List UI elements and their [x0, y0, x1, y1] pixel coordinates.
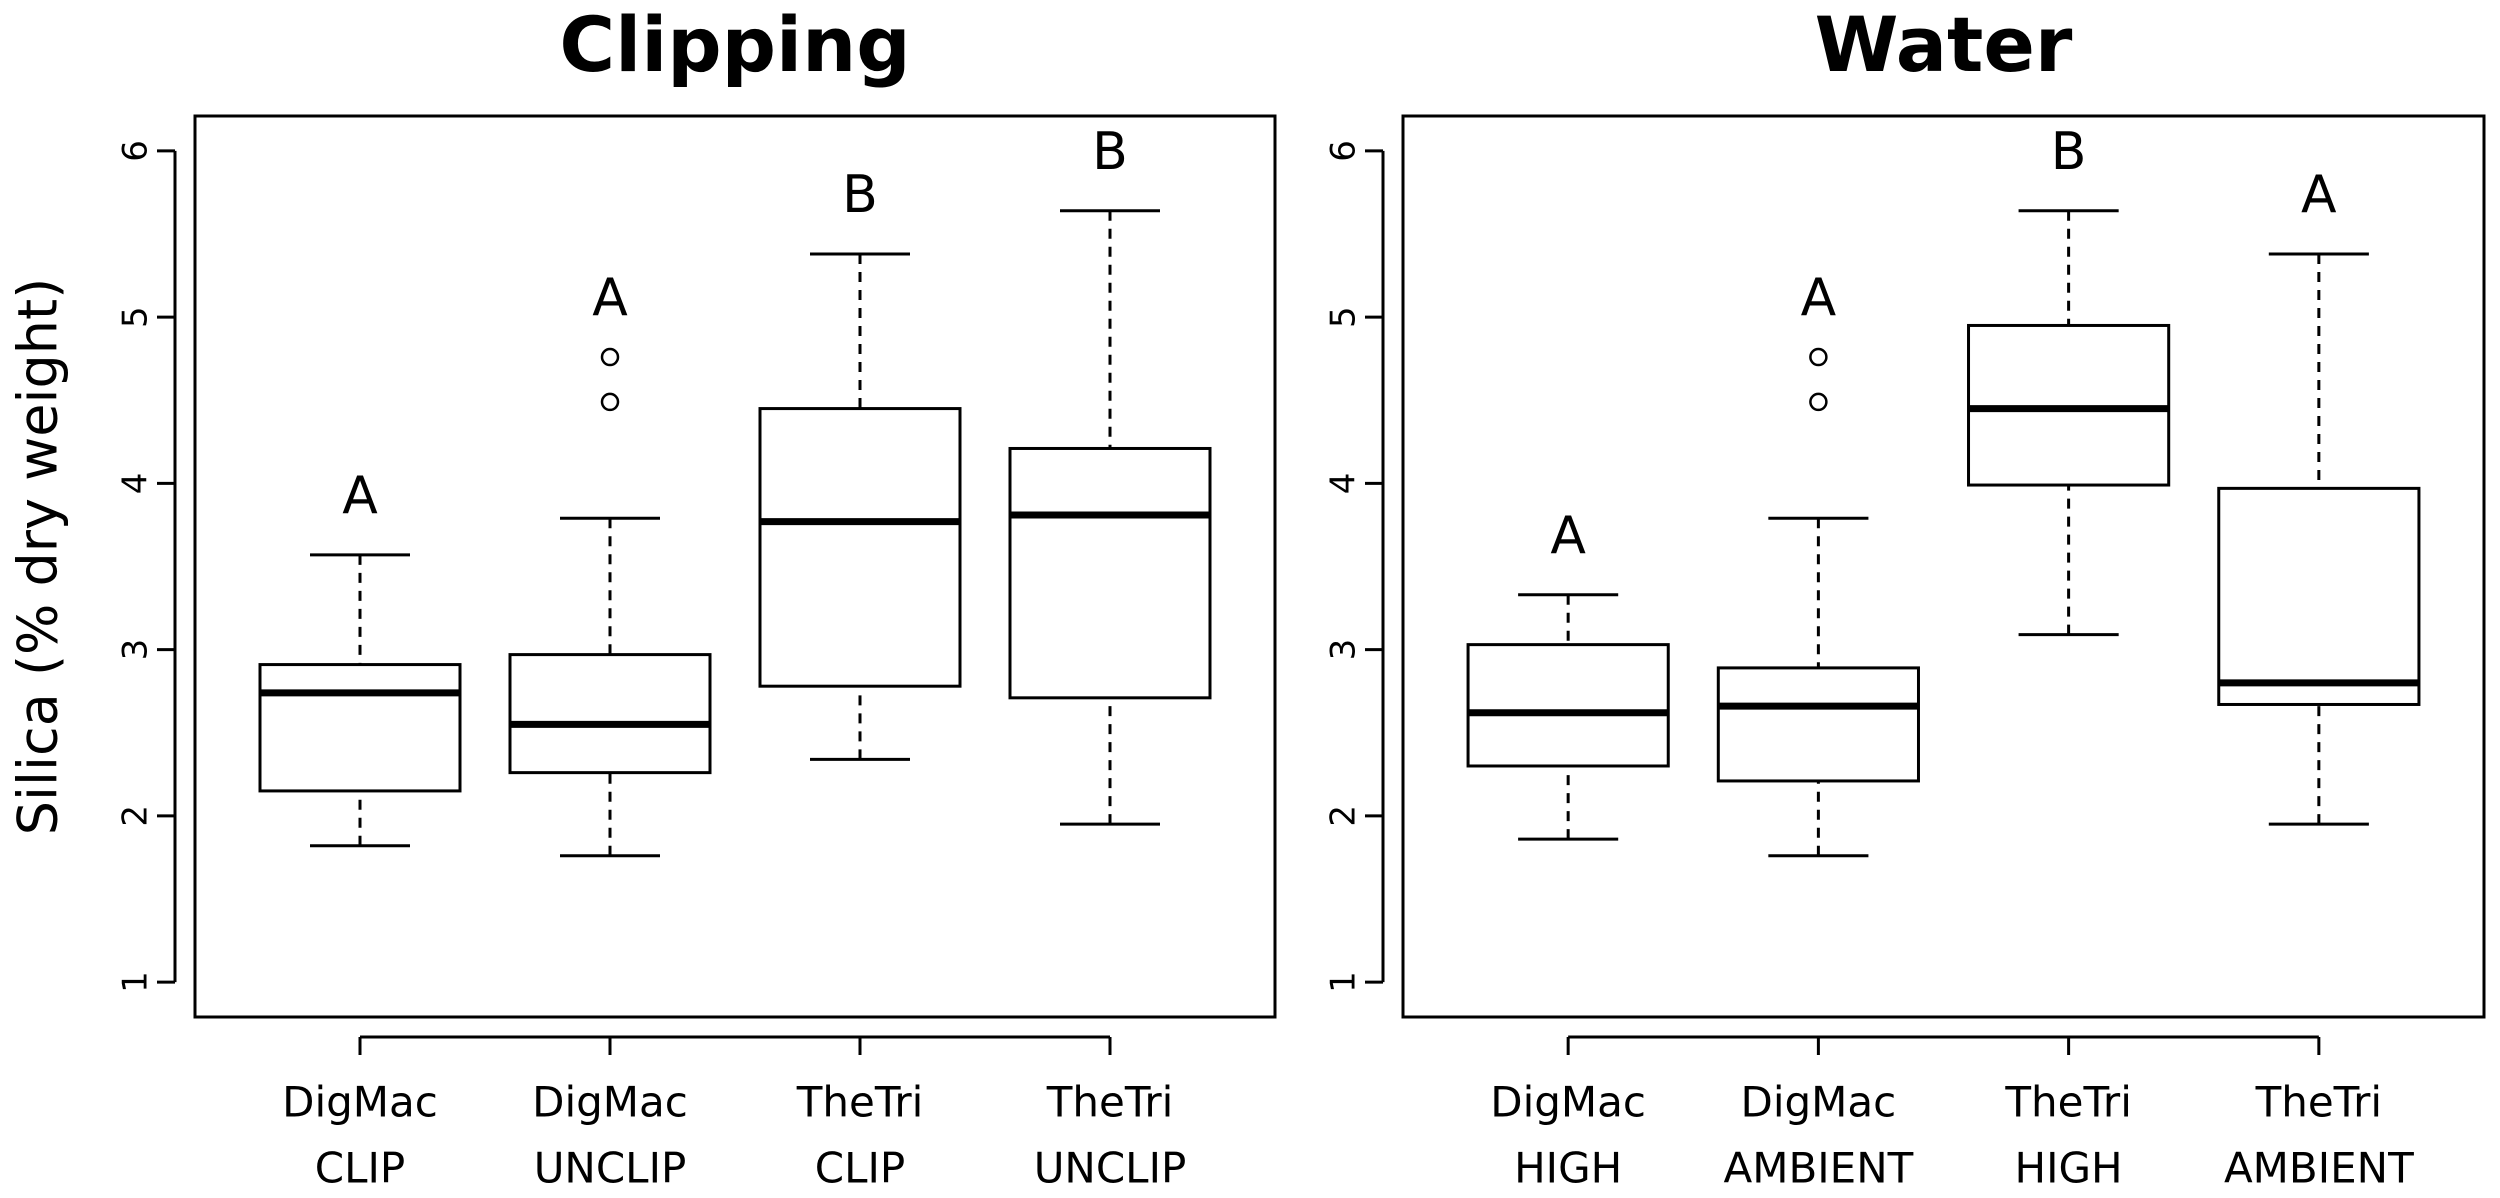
box [1716, 666, 1920, 783]
outlier [600, 392, 620, 412]
y-tick-label: 2 [116, 805, 156, 827]
group-letter: A [2301, 165, 2337, 225]
outlier [1809, 347, 1828, 367]
panel-title: Water [1815, 0, 2073, 89]
y-tick-label: 3 [1324, 639, 1364, 661]
y-tick-label: 4 [1324, 473, 1364, 495]
box [1466, 643, 1670, 768]
y-tick-label: 6 [1324, 140, 1364, 162]
x-tick-label: DigMac [1490, 1078, 1646, 1127]
outlier [600, 347, 620, 367]
x-tick-label: DigMac [1741, 1078, 1897, 1127]
box [508, 653, 712, 775]
box [2217, 486, 2421, 706]
y-tick-label: 2 [1324, 805, 1364, 827]
x-tick-label: UNCLIP [534, 1144, 687, 1193]
panel-title: Clipping [559, 0, 910, 89]
x-tick-label: DigMac [282, 1078, 438, 1127]
group-letter: B [2051, 122, 2087, 182]
y-tick-label: 6 [116, 140, 156, 162]
outlier [1809, 392, 1828, 412]
x-tick-label: HIGH [2015, 1144, 2123, 1193]
y-tick-label: 4 [116, 473, 156, 495]
plot-frame [1401, 114, 2486, 1019]
x-tick-label: TheTri [1046, 1078, 1174, 1127]
plot-frame [193, 114, 1277, 1019]
box [1008, 446, 1212, 700]
x-tick-label: UNCLIP [1034, 1144, 1187, 1193]
y-tick-label: 5 [1324, 306, 1364, 328]
x-tick-label: DigMac [532, 1078, 688, 1127]
x-tick-label: HIGH [1514, 1144, 1622, 1193]
y-tick-label: 1 [1324, 971, 1364, 993]
box [258, 663, 462, 793]
y-tick-label: 3 [116, 639, 156, 661]
group-letter: A [342, 466, 378, 526]
y-axis-label: Silica (% dry weight) [7, 278, 70, 836]
group-letter: B [842, 165, 878, 225]
group-letter: A [1801, 268, 1837, 328]
x-tick-label: TheTri [796, 1078, 924, 1127]
x-tick-label: CLIP [315, 1144, 405, 1193]
group-letter: A [1550, 506, 1586, 566]
x-tick-label: AMBIENT [1723, 1144, 1913, 1193]
x-tick-label: CLIP [815, 1144, 905, 1193]
box [758, 407, 962, 688]
y-tick-label: 1 [116, 971, 156, 993]
x-tick-label: TheTri [2255, 1078, 2383, 1127]
x-tick-label: TheTri [2004, 1078, 2132, 1127]
group-letter: B [1092, 122, 1128, 182]
group-letter: A [592, 268, 628, 328]
x-tick-label: AMBIENT [2224, 1144, 2414, 1193]
y-tick-label: 5 [116, 306, 156, 328]
